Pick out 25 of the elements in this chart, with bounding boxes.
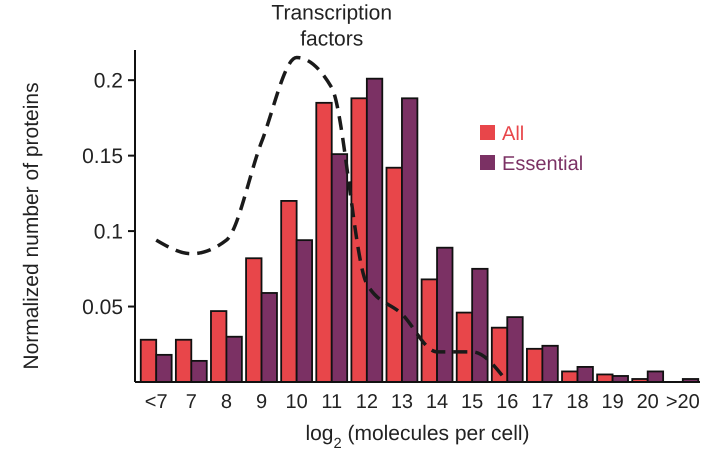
x-tick-label: 8: [220, 391, 232, 413]
x-tick-label: 19: [601, 391, 624, 413]
x-tick-label: 20: [636, 391, 659, 413]
y-tick-label: 0.1: [94, 220, 123, 244]
x-tick-label: 13: [390, 391, 414, 413]
y-tick-label: 0.2: [94, 70, 123, 93]
x-tick-label: 11: [321, 391, 342, 413]
x-tick-label: 12: [356, 391, 378, 413]
x-tick-label: 15: [461, 391, 484, 413]
x-tick-label: >20: [666, 391, 700, 413]
legend-label: All: [502, 123, 524, 145]
x-tick-label: 17: [531, 391, 554, 413]
y-tick-label: 0.15: [82, 144, 123, 168]
legend-label: Essential: [502, 153, 584, 175]
x-tick-label: 9: [256, 391, 268, 413]
y-axis-title: Normalized number of proteins: [20, 82, 43, 370]
y-tick-label: 0.05: [82, 296, 123, 319]
x-tick-label: <7: [144, 391, 168, 413]
x-tick-label: 18: [566, 391, 589, 413]
x-tick-label: 16: [496, 391, 518, 413]
x-axis-title: log$_{2}$ (molecules per cell): [305, 422, 530, 452]
x-tick-label: 10: [286, 391, 308, 413]
x-tick-label: 14: [426, 391, 448, 413]
x-tick-label: 7: [186, 391, 197, 413]
annotation: Transcription factors: [271, 2, 392, 51]
